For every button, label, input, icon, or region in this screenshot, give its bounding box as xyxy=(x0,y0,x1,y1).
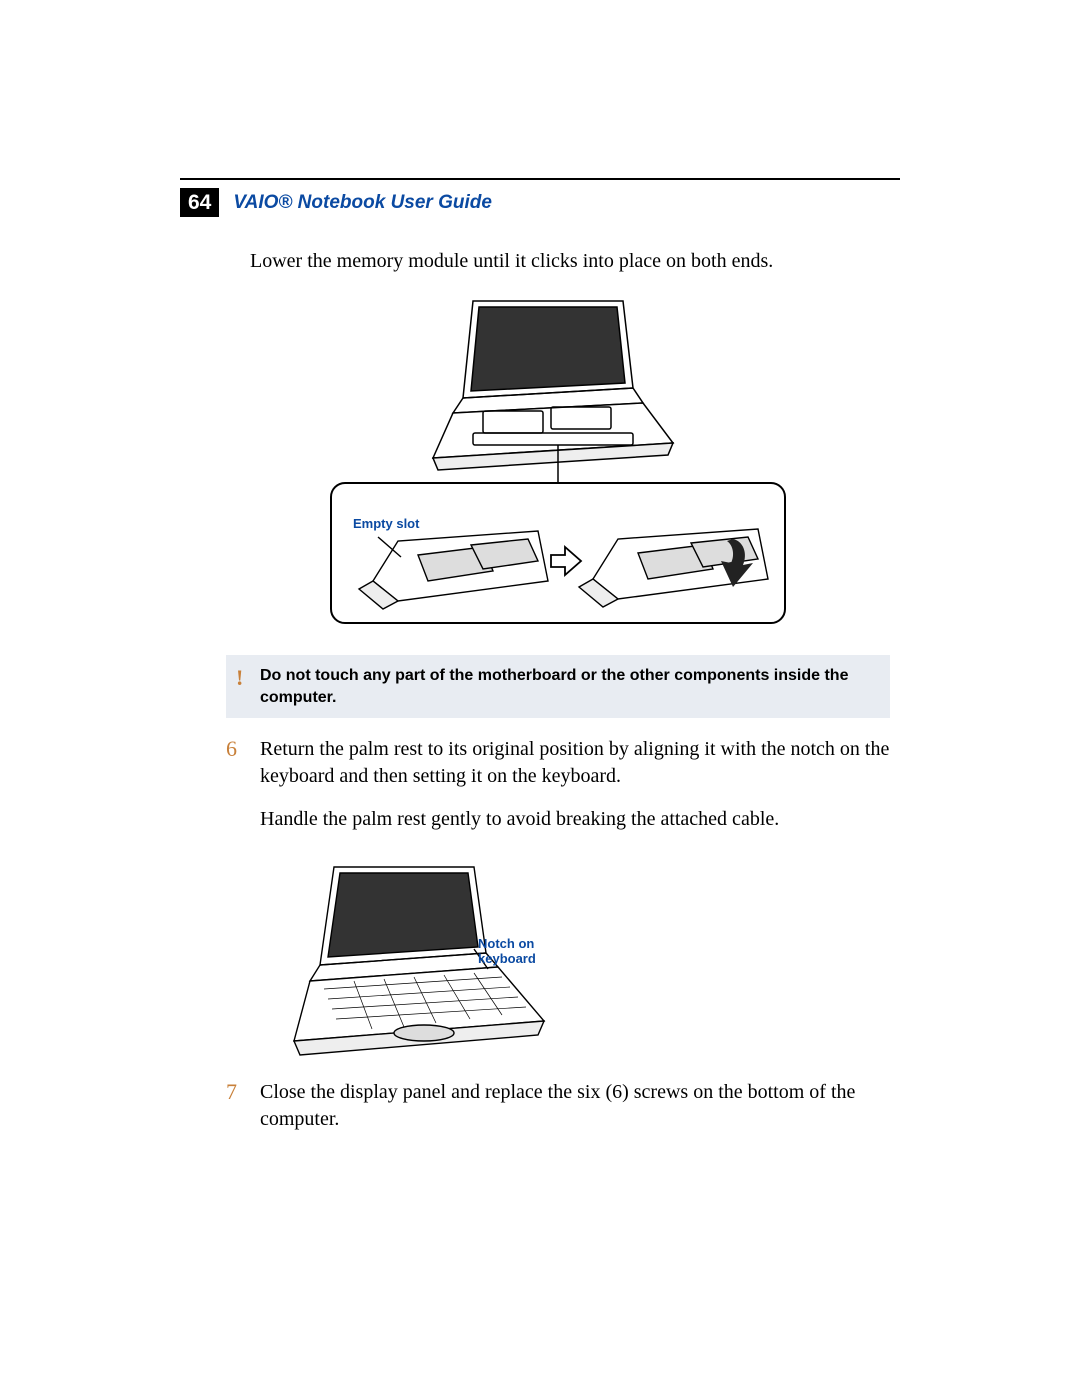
step-7-para-1: Close the display panel and replace the … xyxy=(260,1079,890,1133)
warning-bang-icon: ! xyxy=(236,663,243,693)
callout-notch: Notch on keyboard xyxy=(478,936,594,966)
figure-2-wrap: Notch on keyboard xyxy=(264,861,890,1061)
step-7-body: Close the display panel and replace the … xyxy=(260,1079,890,1149)
step-6-body: Return the palm rest to its original pos… xyxy=(260,736,890,849)
step-6-para-1: Return the palm rest to its original pos… xyxy=(260,736,890,790)
figure-1-svg xyxy=(323,293,793,633)
figure-2: Notch on keyboard xyxy=(274,861,594,1061)
page-root: 64 VAIO® Notebook User Guide Lower the m… xyxy=(0,0,1080,1397)
callout-empty-slot: Empty slot xyxy=(353,516,419,531)
warning-box: ! Do not touch any part of the motherboa… xyxy=(226,655,890,718)
figure-1: Empty slot xyxy=(323,293,793,633)
page-number-box: 64 xyxy=(180,188,219,217)
step-6-para-2: Handle the palm rest gently to avoid bre… xyxy=(260,806,890,833)
header-row: 64 VAIO® Notebook User Guide xyxy=(180,188,492,217)
header-rule xyxy=(180,178,900,180)
intro-paragraph: Lower the memory module until it clicks … xyxy=(250,248,890,275)
content-area: Lower the memory module until it clicks … xyxy=(226,248,890,1161)
step-6: 6 Return the palm rest to its original p… xyxy=(226,736,890,849)
figure-1-wrap: Empty slot xyxy=(226,293,890,633)
warning-text: Do not touch any part of the motherboard… xyxy=(260,667,848,706)
step-7-number: 7 xyxy=(226,1079,244,1149)
step-6-number: 6 xyxy=(226,736,244,849)
guide-title: VAIO® Notebook User Guide xyxy=(233,192,492,214)
step-7: 7 Close the display panel and replace th… xyxy=(226,1079,890,1149)
